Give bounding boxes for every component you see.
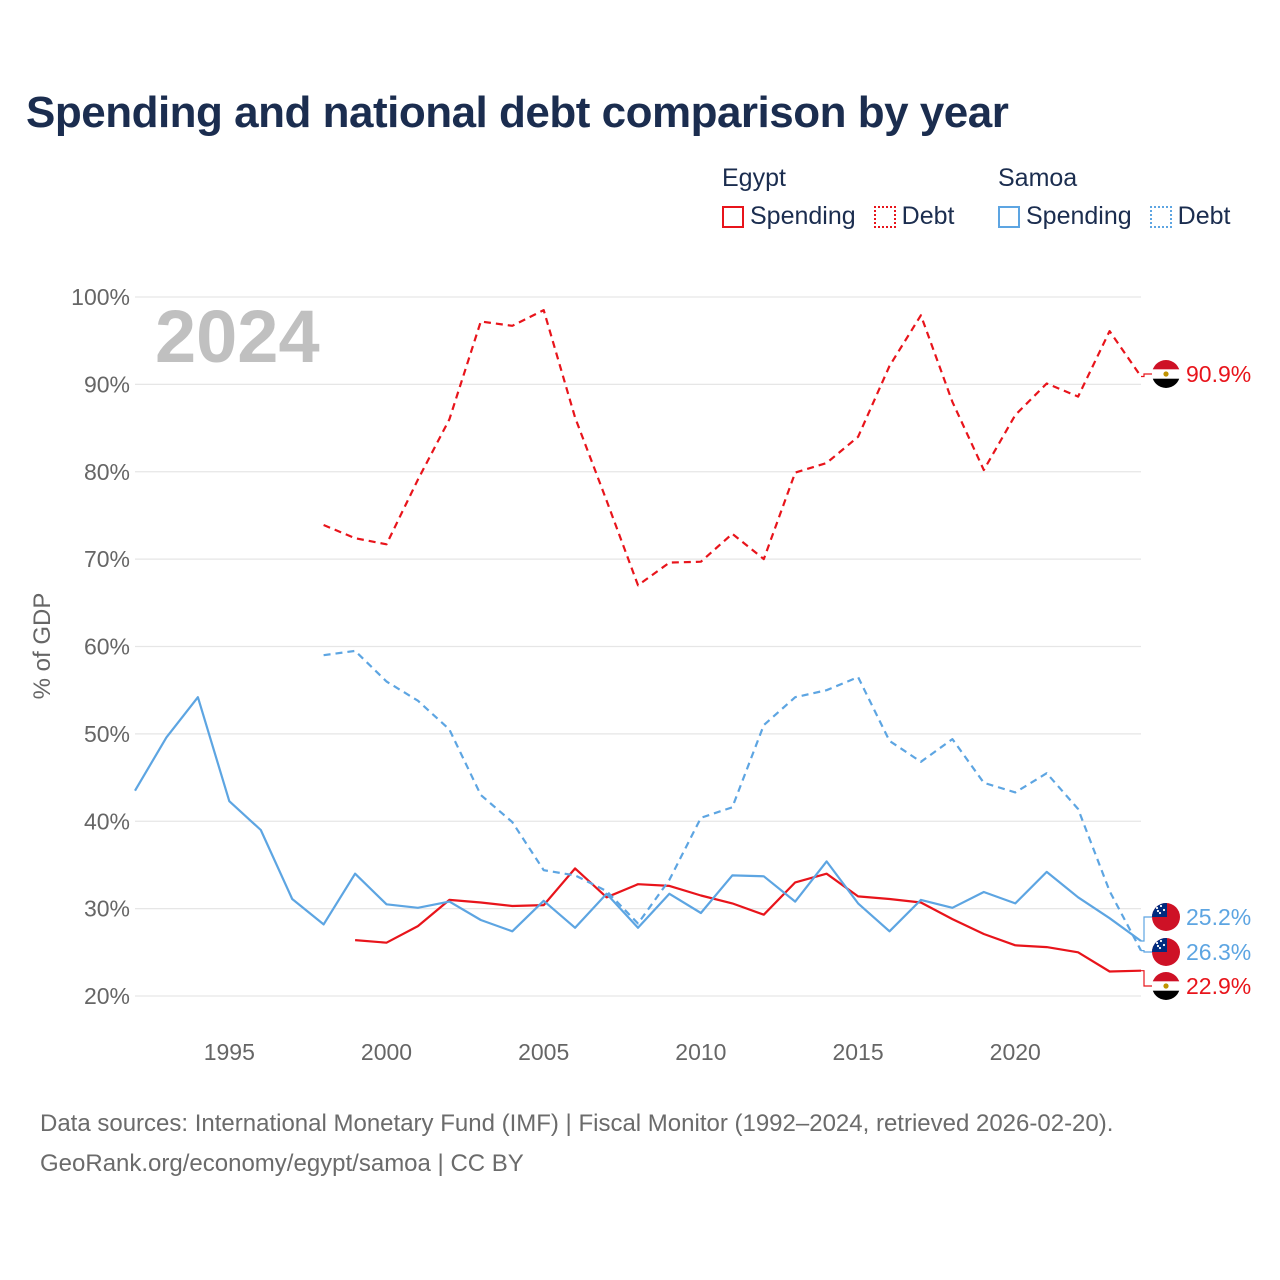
x-axis-ticks: 1995 2000 2005 2010 2015 2020	[204, 1039, 1041, 1065]
legend-swatch-dotted	[873, 205, 896, 228]
legend-egypt-spending[interactable]: Spending	[722, 202, 856, 231]
y-axis-label: % of GDP	[29, 593, 56, 700]
legend-group-samoa: Samoa Spending Debt	[998, 160, 1230, 231]
series-line-samoa-debt[interactable]	[323, 649, 1142, 952]
end-label: 26.3%	[1186, 939, 1251, 965]
end-label-connector	[1141, 916, 1152, 942]
series-line-egypt-spending[interactable]	[355, 867, 1142, 973]
x-tick-label: 2015	[832, 1039, 883, 1065]
legend-group-egypt: Egypt Spending Debt	[722, 160, 954, 231]
x-tick-label: 1995	[204, 1039, 255, 1065]
egypt-flag-icon	[1152, 360, 1180, 388]
legend-label: Spending	[750, 202, 856, 230]
end-labels: 22.9% 90.9% 25.2% 26.3%	[1141, 360, 1251, 1000]
y-tick-label: 60%	[84, 634, 130, 660]
series-lines	[134, 309, 1142, 973]
x-tick-label: 2005	[518, 1039, 569, 1065]
y-tick-label: 90%	[84, 371, 130, 397]
legend-group-name: Samoa	[998, 164, 1078, 192]
y-tick-label: 40%	[84, 808, 130, 834]
line-chart: 20% 30% 40% 50% 60% 70% 80% 90% 100% 1995 2000 200…	[29, 284, 1251, 1065]
legend-label: Spending	[1026, 202, 1132, 230]
legend-swatch-solid	[722, 205, 744, 228]
chart-title: Spending and national debt comparison by…	[26, 88, 1009, 137]
end-label-connector	[1141, 970, 1152, 987]
y-tick-label: 20%	[84, 983, 130, 1009]
y-tick-label: 80%	[84, 459, 130, 485]
footer: Data sources: International Monetary Fun…	[40, 1104, 1113, 1184]
footer-credit: GeoRank.org/economy/egypt/samoa | CC BY	[40, 1150, 524, 1177]
samoa-flag-icon	[1152, 938, 1180, 966]
egypt-flag-icon	[1152, 972, 1180, 1000]
end-label: 25.2%	[1186, 904, 1251, 930]
end-label-connector	[1141, 949, 1152, 953]
y-tick-label: 100%	[71, 284, 130, 310]
end-label: 90.9%	[1186, 361, 1251, 387]
y-tick-label: 30%	[84, 896, 130, 922]
grid-lines	[135, 296, 1141, 997]
end-label: 22.9%	[1186, 973, 1251, 999]
year-label: 2024	[155, 295, 320, 378]
legend-samoa-spending[interactable]: Spending	[998, 202, 1132, 231]
series-line-samoa-spending[interactable]	[134, 696, 1142, 942]
series-line-egypt-debt[interactable]	[323, 309, 1142, 587]
legend-group-name: Egypt	[722, 164, 786, 192]
legend-swatch-dotted	[1149, 205, 1172, 228]
end-label-connector	[1141, 373, 1152, 378]
legend-egypt-debt[interactable]: Debt	[873, 202, 955, 231]
samoa-flag-icon	[1152, 903, 1180, 931]
legend-samoa-debt[interactable]: Debt	[1149, 202, 1231, 231]
y-tick-label: 50%	[84, 721, 130, 747]
footer-source: Data sources: International Monetary Fun…	[40, 1110, 1114, 1137]
legend-label: Debt	[1177, 202, 1231, 230]
x-tick-label: 2020	[990, 1039, 1041, 1065]
legend-swatch-solid	[998, 205, 1020, 228]
legend-label: Debt	[901, 202, 955, 230]
y-axis-ticks: 20% 30% 40% 50% 60% 70% 80% 90% 100%	[71, 284, 130, 1009]
y-tick-label: 70%	[84, 546, 130, 572]
x-tick-label: 2000	[361, 1039, 412, 1065]
x-tick-label: 2010	[675, 1039, 726, 1065]
